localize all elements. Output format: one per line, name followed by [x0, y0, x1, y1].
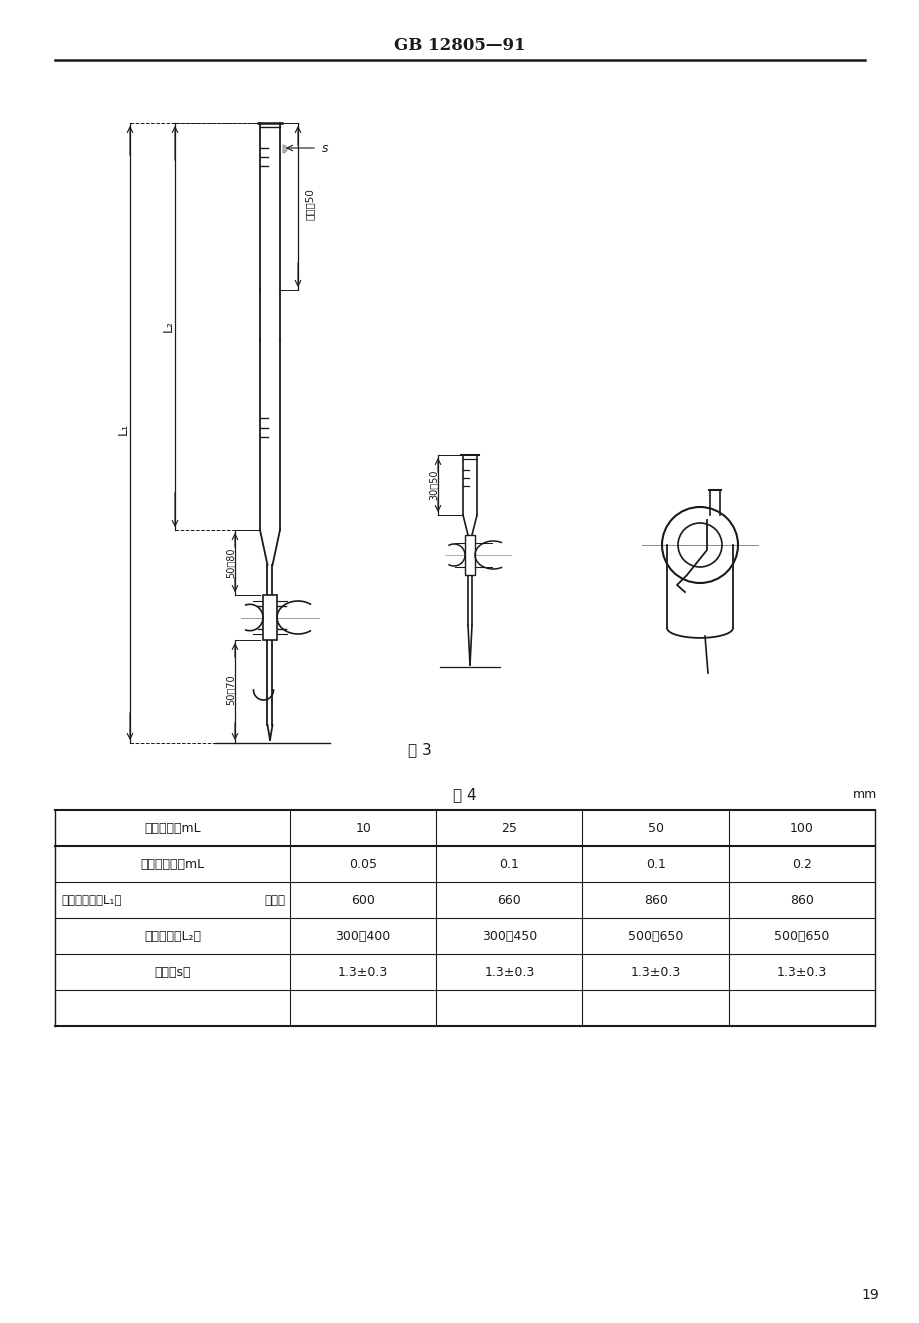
Text: 1.3±0.3: 1.3±0.3: [776, 966, 826, 979]
Text: 1.3±0.3: 1.3±0.3: [483, 966, 534, 979]
Text: 860: 860: [643, 893, 667, 906]
Text: 19: 19: [860, 1289, 878, 1302]
Text: 50～80: 50～80: [225, 548, 234, 578]
Text: 1.3±0.3: 1.3±0.3: [337, 966, 388, 979]
Text: 500～650: 500～650: [774, 930, 829, 942]
Text: 不大于: 不大于: [264, 893, 285, 906]
Text: s: s: [322, 142, 328, 155]
Text: 1.3±0.3: 1.3±0.3: [630, 966, 680, 979]
Text: 100: 100: [789, 822, 813, 835]
Polygon shape: [283, 146, 287, 153]
Text: 50: 50: [647, 822, 663, 835]
Text: 表 4: 表 4: [453, 787, 476, 803]
Bar: [263, 595, 277, 640]
Text: 30～50: 30～50: [427, 470, 437, 500]
Text: 500～650: 500～650: [628, 930, 683, 942]
Text: 300～400: 300～400: [335, 930, 391, 942]
Text: 0.05: 0.05: [348, 857, 377, 871]
Text: 660: 660: [497, 893, 521, 906]
Text: 最小分度值，mL: 最小分度值，mL: [141, 857, 204, 871]
Text: 分度表长（L₂）: 分度表长（L₂）: [144, 930, 200, 942]
Text: 25: 25: [501, 822, 516, 835]
Text: mm: mm: [852, 789, 876, 802]
Text: GB 12805—91: GB 12805—91: [394, 37, 525, 54]
Text: 860: 860: [789, 893, 813, 906]
Text: 0.2: 0.2: [791, 857, 811, 871]
Text: 600: 600: [351, 893, 375, 906]
Text: 0.1: 0.1: [645, 857, 664, 871]
Text: 10: 10: [355, 822, 370, 835]
Text: 50～70: 50～70: [225, 675, 234, 705]
Text: 图 3: 图 3: [408, 742, 431, 758]
Text: 0.1: 0.1: [499, 857, 518, 871]
Text: 300～450: 300～450: [482, 930, 537, 942]
Text: L₂: L₂: [162, 320, 175, 332]
Text: 滴定管全长（L₁）: 滴定管全长（L₁）: [61, 893, 121, 906]
Text: 不小于50: 不小于50: [305, 188, 314, 220]
Text: L₁: L₁: [117, 423, 130, 435]
Text: 壁厂（s）: 壁厂（s）: [154, 966, 190, 979]
Bar: [464, 534, 474, 576]
Text: 标称容量，mL: 标称容量，mL: [144, 822, 200, 835]
